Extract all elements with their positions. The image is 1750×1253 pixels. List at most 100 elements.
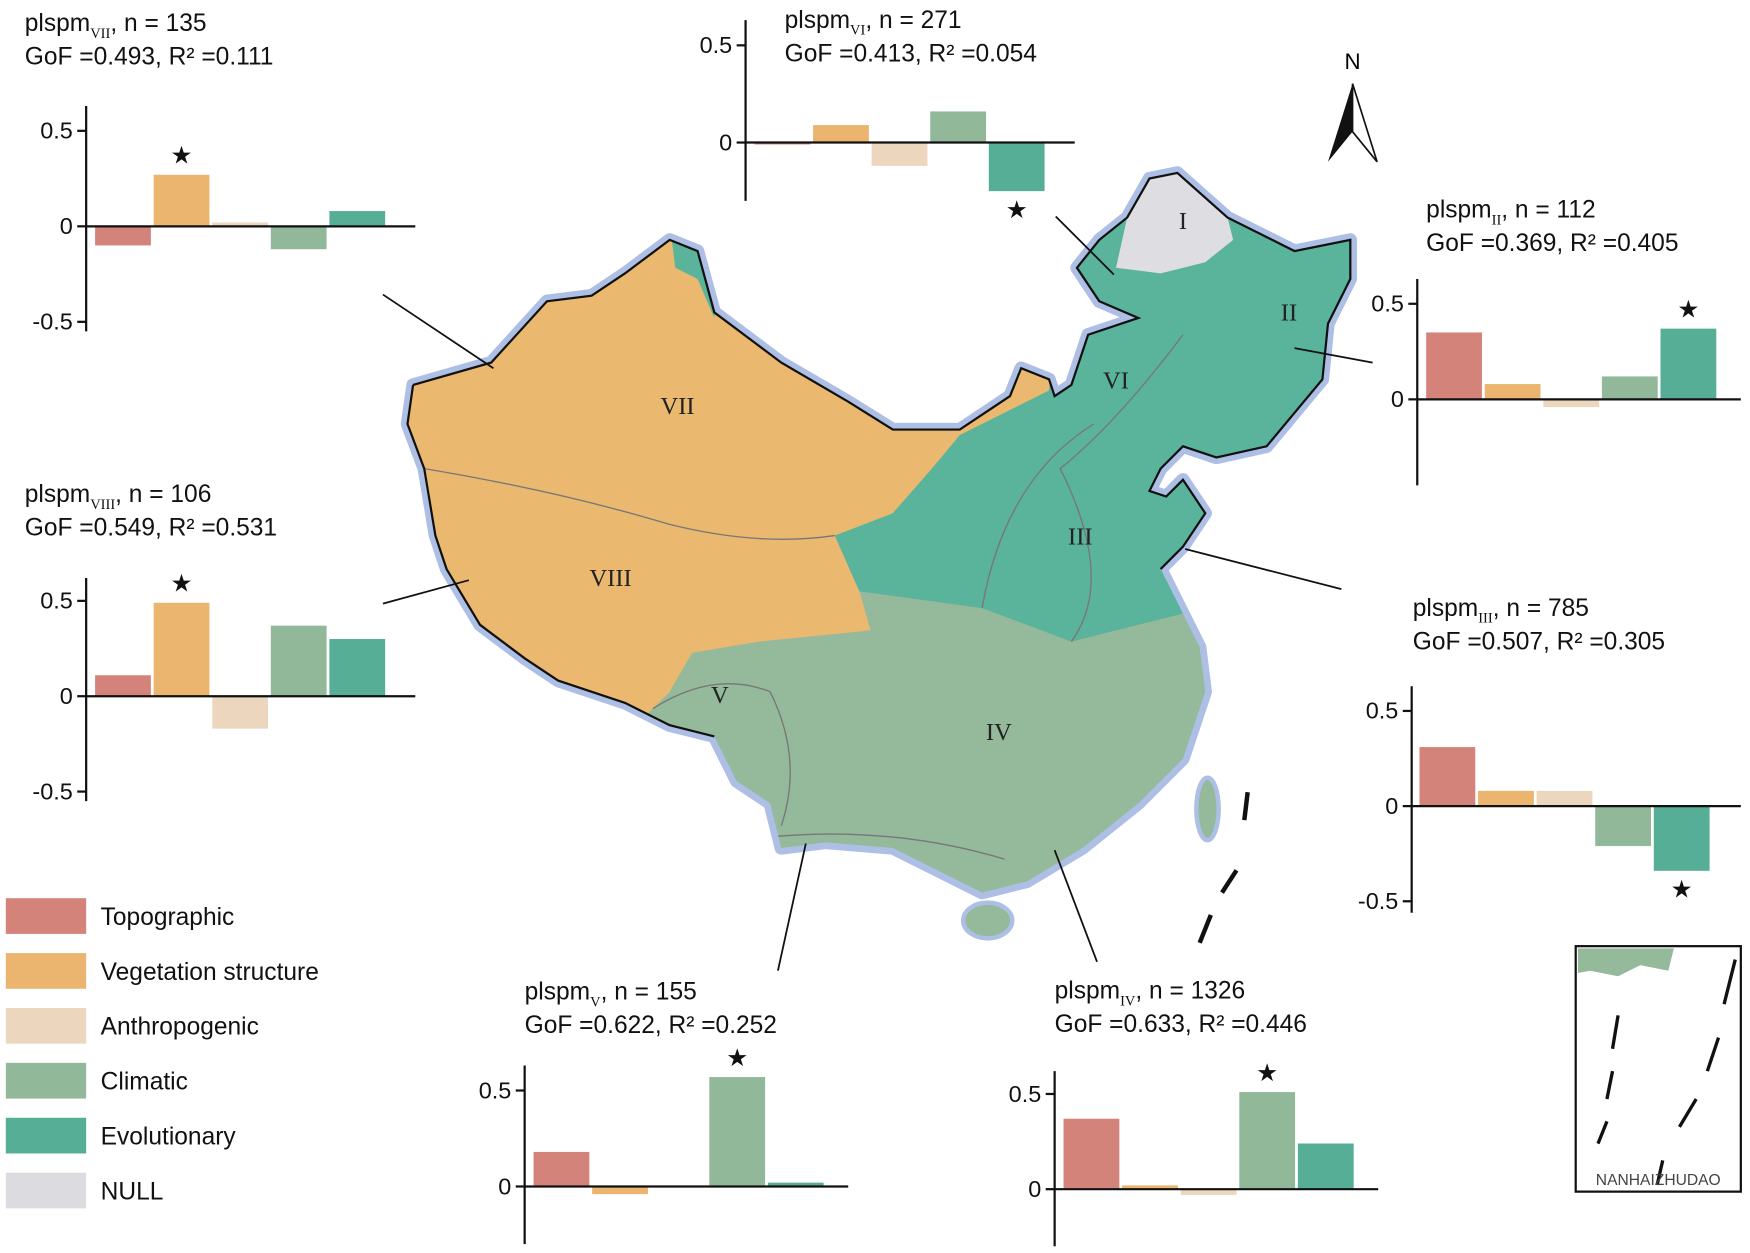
bar bbox=[1601, 376, 1658, 400]
bar bbox=[592, 1186, 648, 1195]
bar bbox=[1297, 1143, 1354, 1190]
title-main: plspm bbox=[25, 481, 90, 508]
bar bbox=[212, 222, 269, 227]
title-subscript: II bbox=[1492, 212, 1502, 228]
legend-swatch bbox=[5, 898, 87, 934]
region-label: VI bbox=[1103, 367, 1129, 394]
bar bbox=[709, 1077, 766, 1187]
title-subscript: VII bbox=[90, 26, 110, 42]
title-rest: , n = 112 bbox=[1501, 197, 1595, 224]
island bbox=[1194, 775, 1221, 843]
title-main: plspm bbox=[1055, 978, 1120, 1005]
title-rest: , n = 135 bbox=[110, 10, 206, 37]
y-tick-label: 0.5 bbox=[40, 118, 73, 144]
title-subscript: VI bbox=[850, 23, 865, 39]
y-tick-label: -0.5 bbox=[1358, 888, 1398, 914]
region-label: VIII bbox=[589, 565, 631, 592]
y-tick-label: 0 bbox=[60, 683, 73, 709]
y-tick-label: 0.5 bbox=[1366, 698, 1399, 724]
boundary-dash bbox=[1197, 791, 1250, 944]
title-subscript: IV bbox=[1120, 993, 1136, 1009]
bar bbox=[767, 1182, 824, 1187]
chart-subtitle: GoF =0.622, R² =0.252 bbox=[525, 1012, 777, 1039]
bar bbox=[1426, 332, 1482, 400]
chart-title: plspmV, n = 155 bbox=[525, 979, 697, 1011]
significance-star: ★ bbox=[726, 1045, 748, 1072]
region-fill bbox=[1116, 172, 1234, 274]
y-tick-label: 0 bbox=[1391, 386, 1404, 412]
legend-swatch bbox=[5, 1062, 87, 1099]
bar bbox=[95, 226, 151, 246]
bar bbox=[1660, 328, 1717, 400]
bar bbox=[1536, 790, 1593, 807]
title-rest: , n = 271 bbox=[865, 7, 961, 34]
inset-land bbox=[1577, 948, 1674, 977]
bar bbox=[1653, 806, 1710, 871]
island bbox=[960, 900, 1015, 941]
north-label: N bbox=[1344, 49, 1360, 74]
y-tick-label: 0.5 bbox=[479, 1077, 512, 1103]
bar bbox=[153, 602, 210, 697]
chart-title: plspmVIII, n = 106 bbox=[25, 481, 212, 513]
leader-line bbox=[1184, 548, 1342, 590]
title-subscript: V bbox=[590, 994, 601, 1010]
legend-label: Climatic bbox=[101, 1069, 188, 1096]
legend-label: Evolutionary bbox=[101, 1124, 237, 1151]
y-tick-label: 0 bbox=[498, 1173, 511, 1199]
y-tick-label: 0 bbox=[1385, 793, 1398, 819]
chart-title: plspmVII, n = 135 bbox=[25, 10, 207, 42]
leader-line bbox=[1053, 849, 1098, 963]
chart-subtitle: GoF =0.493, R² =0.111 bbox=[25, 44, 274, 71]
chart-subtitle: GoF =0.413, R² =0.054 bbox=[785, 40, 1037, 67]
y-tick-label: -0.5 bbox=[32, 309, 72, 335]
title-rest: , n = 155 bbox=[601, 979, 697, 1006]
significance-star: ★ bbox=[171, 571, 193, 598]
significance-star: ★ bbox=[1256, 1060, 1278, 1087]
legend-label: Anthropogenic bbox=[101, 1014, 259, 1041]
bar bbox=[871, 142, 928, 166]
bar bbox=[1595, 806, 1652, 847]
chart-subtitle: GoF =0.507, R² =0.305 bbox=[1413, 628, 1665, 655]
title-main: plspm bbox=[1426, 197, 1491, 224]
leader-line bbox=[382, 579, 470, 605]
significance-star: ★ bbox=[1006, 197, 1028, 224]
legend-swatch bbox=[5, 1007, 87, 1044]
inset-dash bbox=[1596, 959, 1737, 1186]
region-label: II bbox=[1281, 299, 1297, 326]
title-rest: , n = 106 bbox=[115, 481, 211, 508]
title-rest: , n = 785 bbox=[1493, 595, 1589, 622]
leader-line bbox=[1294, 347, 1373, 364]
bar bbox=[1484, 384, 1541, 400]
bar bbox=[533, 1151, 590, 1187]
title-subscript: III bbox=[1478, 611, 1493, 627]
inset-label: NANHAIZHUDAO bbox=[1596, 1172, 1721, 1189]
leader-line bbox=[1055, 215, 1115, 276]
legend-swatch bbox=[5, 1172, 87, 1209]
bar bbox=[1180, 1189, 1237, 1195]
legend-label: NULL bbox=[101, 1178, 164, 1205]
bar bbox=[1543, 399, 1600, 407]
bar bbox=[329, 211, 386, 227]
bar bbox=[270, 226, 327, 250]
bar bbox=[1478, 790, 1534, 807]
north-arrow bbox=[1327, 83, 1353, 162]
y-tick-label: -0.5 bbox=[32, 778, 72, 804]
chart-title: plspmVI, n = 271 bbox=[785, 7, 962, 39]
legend-label: Topographic bbox=[101, 904, 235, 931]
significance-star: ★ bbox=[1677, 296, 1699, 323]
bar bbox=[270, 625, 327, 697]
chart-subtitle: GoF =0.369, R² =0.405 bbox=[1426, 230, 1678, 257]
legend-swatch bbox=[5, 953, 87, 989]
legend-label: Vegetation structure bbox=[101, 959, 319, 986]
y-tick-label: 0 bbox=[719, 129, 732, 155]
title-main: plspm bbox=[1413, 595, 1478, 622]
title-rest: , n = 1326 bbox=[1135, 978, 1245, 1005]
bar bbox=[95, 675, 151, 697]
chart-subtitle: GoF =0.549, R² =0.531 bbox=[25, 515, 277, 542]
leader-line bbox=[777, 843, 807, 971]
significance-star: ★ bbox=[171, 143, 193, 170]
title-main: plspm bbox=[525, 979, 590, 1006]
title-main: plspm bbox=[25, 10, 90, 37]
chart-title: plspmIII, n = 785 bbox=[1413, 595, 1589, 627]
